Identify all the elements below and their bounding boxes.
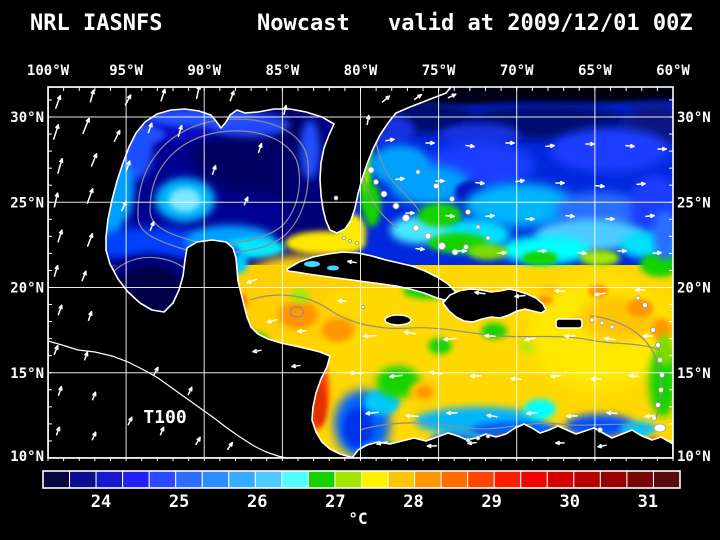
lat-tick-label: 25°N [10,195,44,211]
colorbar-tick-label: 31 [638,492,658,512]
vector-arrow [86,188,94,204]
cuba-coastal-bays [304,261,339,271]
colorbar-tick-labels: 24 25 26 27 28 29 30 31 [91,492,658,512]
colorbar-segment [254,470,283,489]
lon-tick-label: 65°W [578,63,612,79]
lat-tick-label: 20°N [10,281,44,297]
vector-arrow [405,414,419,418]
longitude-axis-labels: 100°W 95°W 90°W 85°W 80°W 75°W 70°W 65°W 60°W [27,63,691,79]
colorbar-tick-label: 27 [325,492,345,512]
lat-tick-label: 10°N [677,449,711,465]
temperature-colorbar [42,470,681,489]
vector-arrow [365,411,379,415]
vector-arrow [349,371,363,375]
colorbar-segment [546,470,575,489]
vector-arrow [89,89,95,103]
colorbar-segment [201,470,230,489]
colorbar-segment [334,470,363,489]
colorbar-segment [626,470,654,489]
lat-tick-label: 15°N [10,366,44,382]
hispaniola-island [442,288,547,323]
small-islands [333,166,667,443]
lon-tick-label: 75°W [422,63,456,79]
vector-arrow [82,117,90,135]
colorbar-segment [42,470,71,489]
pacific-coastline [48,340,287,458]
vector-arrow [403,331,417,335]
map-canvas: T100 [48,87,673,458]
colorbar-segment [599,470,628,489]
vector-arrow [53,264,59,278]
colorbar-segment [573,470,601,489]
colorbar-segment [148,470,177,489]
vector-arrow [53,192,59,208]
lat-tick-label: 25°N [677,195,711,211]
lon-tick-label: 80°W [344,63,378,79]
colorbar-segment [95,470,124,489]
north-america-land [48,87,452,458]
colorbar-segment [467,470,495,489]
puerto-rico-island [555,318,583,329]
colorbar-tick-label: 25 [169,492,189,512]
south-america-land [351,423,673,458]
colorbar-tick-label: 26 [247,492,267,512]
latitude-axis-labels-right: 30°N 25°N 20°N 15°N 10°N [677,110,711,465]
vector-arrow [443,337,457,341]
colorbar-segment [493,470,522,489]
lat-tick-label: 20°N [677,281,711,297]
colorbar-segment [652,470,681,489]
title-valid-time: valid at 2009/12/01 00Z [388,11,693,36]
lon-tick-label: 70°W [500,63,534,79]
lat-tick-label: 30°N [677,110,711,126]
vector-arrow [389,374,403,378]
colorbar-segment [122,470,150,489]
colorbar-segment [307,470,336,489]
lat-tick-label: 30°N [10,110,44,126]
vector-arrow [52,124,60,140]
colorbar-tick-label: 24 [91,492,111,512]
colorbar-unit-label: °C [348,509,367,528]
vector-arrow [429,371,443,375]
lon-tick-label: 90°W [187,63,221,79]
latitude-axis-labels-left: 30°N 25°N 20°N 15°N 10°N [10,110,44,465]
colorbar-segment [281,470,309,489]
colorbar-segment [414,470,442,489]
colorbar-segment [440,470,469,489]
lon-tick-label: 85°W [266,63,300,79]
lon-tick-label: 100°W [27,63,70,79]
vector-arrow [86,233,94,247]
colorbar-segment [361,470,389,489]
vector-arrow [177,124,183,138]
current-vectors [52,87,667,451]
vector-arrow [113,129,121,143]
colorbar-segment [69,470,97,489]
title-model: NRL IASNFS [30,11,162,36]
colorbar-tick-label: 28 [403,492,423,512]
vector-arrow [57,158,63,174]
colorbar-segment [387,470,416,489]
colorbar-segment [175,470,203,489]
colorbar-segment [228,470,256,489]
lat-tick-label: 10°N [10,449,44,465]
vector-arrow [124,94,132,106]
title-product: Nowcast [257,11,350,36]
vector-arrow [160,88,166,102]
vector-arrow [57,229,63,243]
field-annotation: T100 [143,407,186,428]
colorbar-tick-label: 30 [560,492,580,512]
lon-tick-label: 95°W [109,63,143,79]
landmasses [48,87,673,458]
lat-tick-label: 15°N [677,366,711,382]
axis-ticks [47,87,674,461]
vector-arrow [90,153,98,167]
jamaica-island [384,314,412,326]
lon-tick-label: 60°W [656,63,690,79]
vector-arrow [55,95,61,109]
colorbar-segment [520,470,548,489]
colorbar-tick-label: 29 [481,492,501,512]
